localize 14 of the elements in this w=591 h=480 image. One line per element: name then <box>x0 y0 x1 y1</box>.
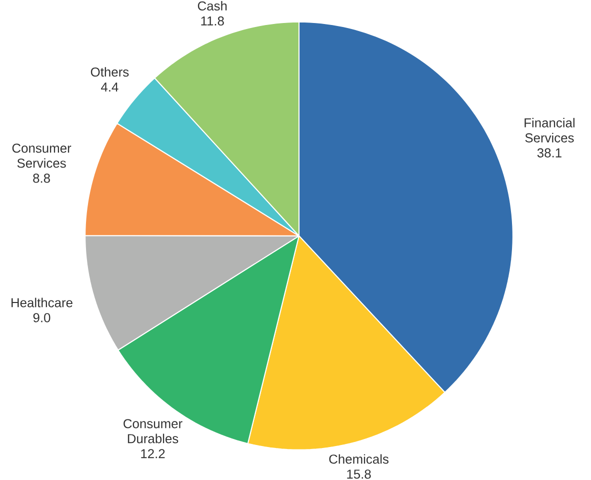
data-label: 4.4 <box>101 82 118 92</box>
slice-label: Chemicals <box>329 454 388 464</box>
data-label: 38.1 <box>537 148 562 158</box>
slice-label: Cash <box>198 1 227 11</box>
data-label: 9.0 <box>33 313 50 322</box>
slice-label: Others <box>90 67 129 77</box>
slice-label: Healthcare <box>12 298 72 308</box>
data-label: 8.8 <box>33 174 50 183</box>
slice-label: Consumer Services <box>12 144 72 168</box>
data-label: 11.8 <box>201 16 224 26</box>
slice-label: Consumer Durables <box>124 419 182 444</box>
data-label: 12.2 <box>141 449 165 458</box>
slice-label: Financial Services <box>524 118 574 143</box>
data-label: 15.8 <box>347 470 371 479</box>
